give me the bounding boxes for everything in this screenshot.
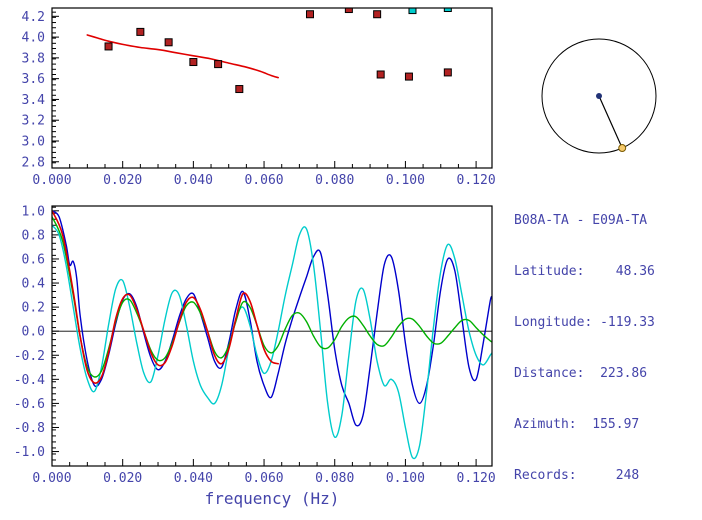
y-tick-label: -1.0 (14, 445, 45, 460)
y-tick-label: 4.0 (22, 31, 45, 46)
y-tick-label: 0.6 (22, 252, 45, 267)
fit-spectrum-green (52, 216, 492, 378)
y-tick-label: -0.8 (14, 421, 45, 436)
velocity-picks-red (344, 8, 353, 14)
dispersion-scatter-plot: 0.000 0.020 0.040 0.060 0.080 0.100 0.120 2.8 3.… (22, 7, 496, 188)
x-tick-label: 0.100 (386, 471, 425, 486)
x-tick-label: 0.000 (32, 173, 71, 188)
distance-line: Distance: 223.86 (514, 366, 648, 381)
y-tick-label: 3.6 (22, 72, 45, 87)
velocity-picks-red (376, 70, 385, 79)
y-tick-label: 0.4 (22, 277, 46, 292)
y-tick-label: 3.4 (22, 93, 46, 108)
station-b-marker (618, 144, 627, 153)
dispersion-fit-curve (86, 34, 279, 79)
x-tick-label: 0.020 (103, 471, 142, 486)
x-tick-label: 0.040 (174, 471, 213, 486)
y-tick-label: -0.6 (14, 397, 45, 412)
station-a-dot (596, 93, 602, 99)
y-tick-label: -0.2 (14, 349, 45, 364)
azimuth-circle-map (541, 38, 657, 154)
x-tick-label: 0.060 (244, 471, 283, 486)
x-tick-label: 0.060 (244, 173, 283, 188)
fit-spectrum-red (52, 210, 279, 384)
y-tick-label: 2.8 (22, 155, 45, 170)
velocity-picks-red (104, 42, 113, 51)
y-tick-label: 0.0 (22, 325, 45, 340)
velocity-picks-red (443, 68, 452, 77)
velocity-picks-red (214, 60, 223, 69)
x-tick-label: 0.100 (386, 173, 425, 188)
x-tick-label: 0.080 (315, 471, 354, 486)
longitude-line: Longitude: -119.33 (514, 315, 655, 330)
y-tick-label: 3.2 (22, 114, 45, 129)
velocity-picks-red (235, 85, 244, 94)
x-tick-label: 0.040 (174, 173, 213, 188)
azimuth-line: Azimuth: 155.97 (514, 417, 640, 432)
y-tick-label: 1.0 (22, 204, 45, 219)
station-info: B08A-TA - E09A-TA Latitude: 48.36 Longit… (514, 178, 655, 518)
cross-spectra-plot: 0.000 0.020 0.040 0.060 0.080 0.100 0.120 -1.0 -… (14, 204, 496, 508)
velocity-picks-red (136, 27, 145, 36)
observed-spectrum-blue (52, 210, 492, 427)
x-tick-label: 0.120 (457, 173, 496, 188)
plot-frame (51, 205, 493, 467)
station-pair-title: B08A-TA - E09A-TA (514, 213, 648, 228)
velocity-picks-red (164, 38, 173, 47)
y-tick-label: 0.2 (22, 301, 45, 316)
y-tick-label: 3.0 (22, 134, 45, 149)
x-tick-label: 0.120 (457, 471, 496, 486)
x-tick-label: 0.000 (32, 471, 71, 486)
latitude-line: Latitude: 48.36 (514, 264, 655, 279)
great-circle (541, 38, 657, 154)
velocity-picks-red (404, 72, 413, 81)
x-tick-label: 0.020 (103, 173, 142, 188)
velocity-picks-red (305, 10, 314, 19)
records-line: Records: 248 (514, 468, 640, 483)
y-tick-label: 3.8 (22, 51, 45, 66)
velocity-picks-cyan (443, 8, 452, 12)
x-tick-label: 0.080 (315, 173, 354, 188)
velocity-picks-red (189, 58, 198, 67)
x-axis-title: frequency (Hz) (205, 489, 340, 508)
velocity-picks-red (373, 10, 382, 19)
y-tick-label: 0.8 (22, 228, 45, 243)
y-tick-label: -0.4 (14, 373, 45, 388)
observed-spectrum-cyan (52, 224, 492, 460)
azimuth-line (598, 95, 623, 149)
velocity-picks-cyan (408, 8, 417, 15)
plot-frame (51, 7, 493, 169)
y-tick-label: 4.2 (22, 10, 45, 25)
